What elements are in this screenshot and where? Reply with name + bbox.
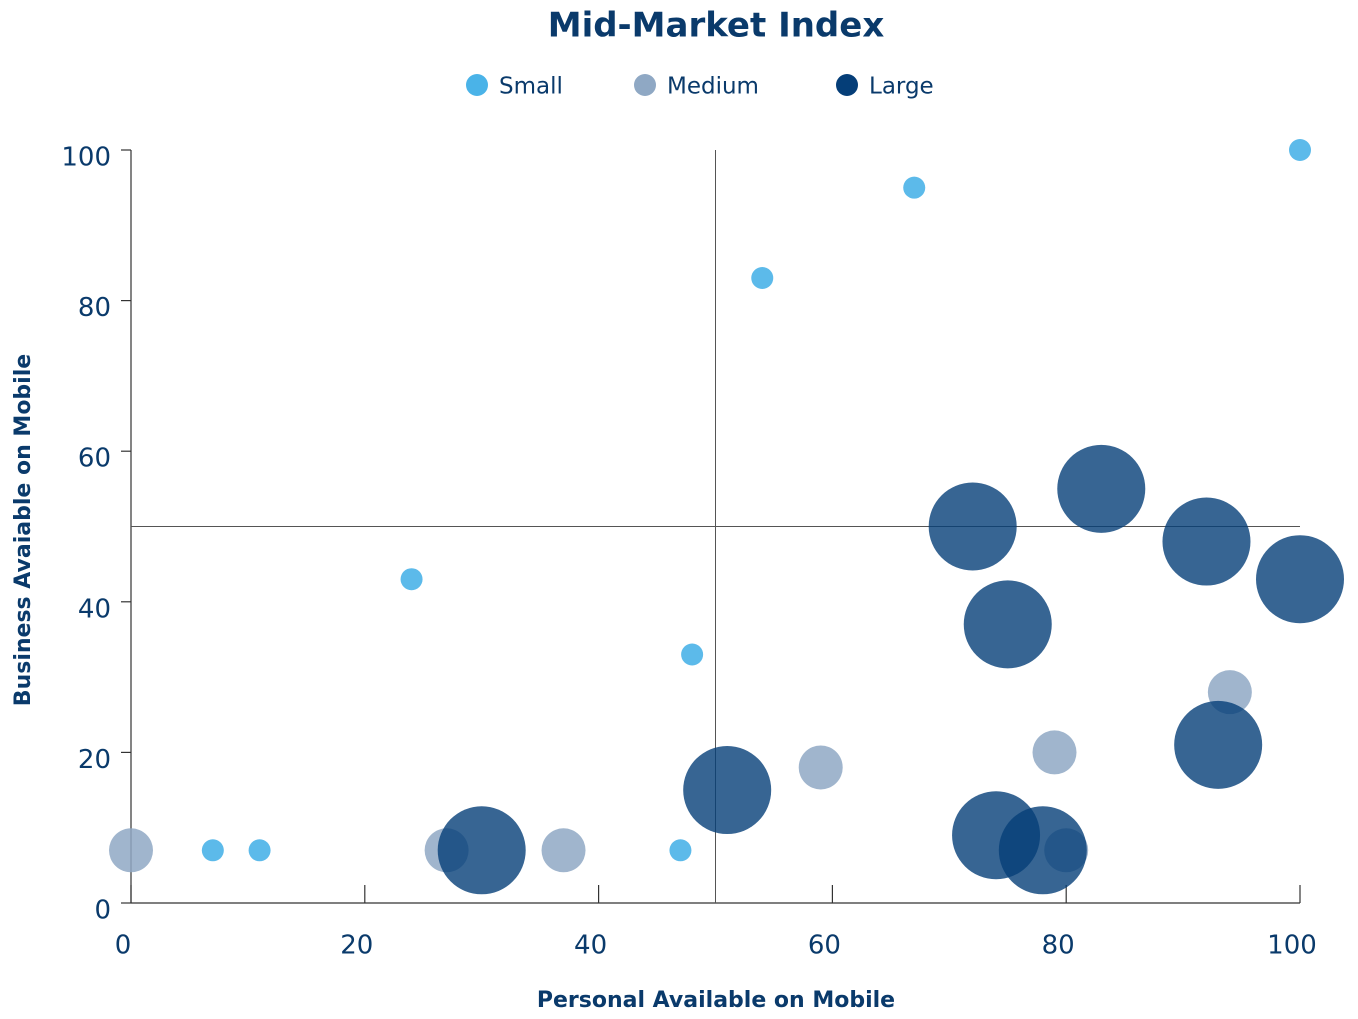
- y-tick-label: 20: [78, 745, 111, 775]
- bubble: [928, 482, 1017, 571]
- bubble: [1174, 700, 1263, 789]
- bubble: [683, 746, 772, 835]
- bubble: [201, 839, 224, 862]
- bubble: [1289, 139, 1311, 161]
- y-tick-label: 0: [94, 896, 111, 926]
- bubble: [541, 828, 586, 873]
- bubble: [751, 267, 774, 290]
- y-tick-label: 100: [61, 143, 111, 173]
- y-axis-title: Business Avaiable on Mobile: [11, 354, 36, 706]
- x-tick-label: 100: [1267, 931, 1317, 961]
- bubble: [963, 580, 1052, 669]
- x-tick-label: 0: [115, 931, 132, 961]
- legend-marker: [466, 74, 488, 96]
- x-tick-label: 60: [808, 931, 841, 961]
- legend-marker: [836, 74, 858, 96]
- x-tick-label: 40: [574, 931, 607, 961]
- bubble: [903, 176, 926, 199]
- bubble: [248, 839, 271, 862]
- x-tick-label: 80: [1042, 931, 1075, 961]
- bubble: [1256, 535, 1344, 624]
- legend-label: Medium: [667, 74, 759, 100]
- legend-label: Large: [869, 74, 934, 100]
- bubble: [998, 806, 1087, 895]
- bubble: [109, 828, 153, 873]
- bubble: [798, 745, 843, 790]
- bubble: [437, 806, 526, 895]
- y-tick-label: 60: [78, 444, 111, 474]
- bubble: [681, 643, 704, 666]
- legend-marker: [634, 74, 656, 96]
- x-axis-title: Personal Available on Mobile: [537, 988, 895, 1013]
- chart-title: Mid-Market Index: [548, 6, 885, 46]
- y-tick-label: 80: [78, 293, 111, 323]
- bubble: [1162, 497, 1251, 586]
- x-tick-label: 20: [340, 931, 373, 961]
- bubble: [1057, 444, 1146, 533]
- bubble: [400, 568, 423, 591]
- legend-label: Small: [499, 74, 563, 100]
- bubble: [669, 839, 692, 862]
- y-tick-label: 40: [78, 594, 111, 624]
- bubble: [1032, 730, 1077, 775]
